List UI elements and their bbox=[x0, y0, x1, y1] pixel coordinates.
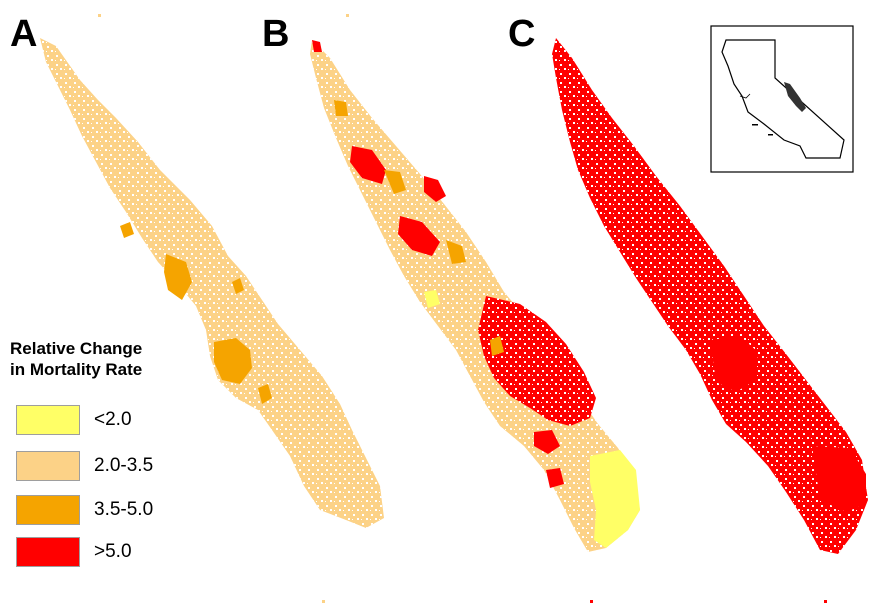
legend-label-very-high: >5.0 bbox=[94, 541, 132, 562]
legend-title-line1: Relative Change bbox=[10, 339, 143, 358]
legend-title: Relative Change in Mortality Rate bbox=[10, 338, 142, 380]
panel-b-map bbox=[310, 40, 640, 552]
legend-title-line2: in Mortality Rate bbox=[10, 360, 143, 379]
legend-label-high: 3.5-5.0 bbox=[94, 499, 154, 520]
inset-frame bbox=[710, 25, 854, 173]
panel-label-a: A bbox=[10, 13, 37, 55]
legend-swatch-low bbox=[16, 405, 80, 435]
panel-c-map bbox=[552, 38, 868, 554]
legend-item-very-high: >5.0 bbox=[16, 536, 132, 568]
panel-label-c: C bbox=[508, 13, 535, 55]
legend-item-high: 3.5-5.0 bbox=[16, 494, 153, 526]
panel-a-map bbox=[40, 38, 384, 528]
legend-item-low: <2.0 bbox=[16, 404, 132, 436]
legend-label-low: <2.0 bbox=[94, 409, 132, 430]
legend-label-mid: 2.0-3.5 bbox=[94, 455, 154, 476]
legend-swatch-mid bbox=[16, 451, 80, 481]
legend-swatch-high bbox=[16, 495, 80, 525]
panel-label-b: B bbox=[262, 13, 289, 55]
legend-swatch-very-high bbox=[16, 537, 80, 567]
california-inset bbox=[710, 25, 854, 173]
legend-item-mid: 2.0-3.5 bbox=[16, 450, 153, 482]
